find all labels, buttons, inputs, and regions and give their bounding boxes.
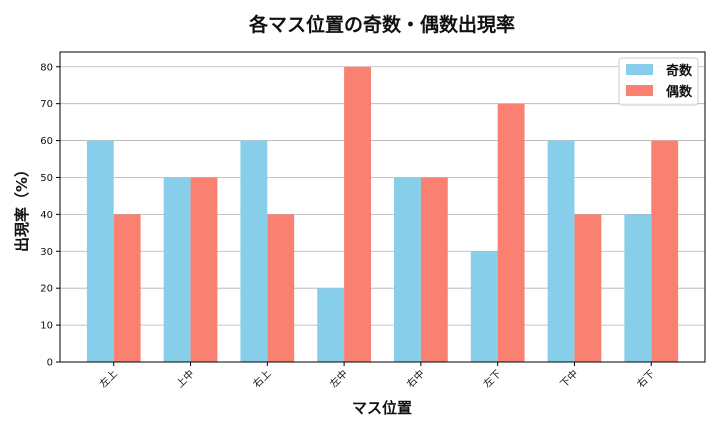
x-tick-label: 左上 [97,367,120,390]
bar-even [497,103,525,363]
bar-even [420,177,448,362]
y-axis: 0 10 20 30 40 50 60 70 80 [40,62,60,369]
bars [86,66,679,363]
y-tick-label: 10 [40,321,53,332]
x-tick-label: 上中 [173,367,196,390]
bar-odd [470,251,498,362]
bar-even [190,177,218,362]
bar-even [113,214,141,362]
bar-odd [394,177,421,362]
y-axis-label: 出現率（%） [13,162,31,252]
bar-odd [547,140,575,362]
bar-even [267,214,295,362]
bar-odd [240,140,268,362]
legend-label: 奇数 [666,63,693,79]
y-tick-label: 80 [40,62,53,73]
bar-even [344,66,371,362]
y-tick-label: 20 [40,284,53,295]
x-tick-label: 右中 [404,367,427,390]
bar-odd [86,140,114,362]
bar-odd [163,177,191,362]
plot-frame [59,51,706,363]
y-tick-label: 70 [40,99,53,110]
y-tick-label: 30 [40,247,53,258]
legend-swatch [626,64,653,75]
y-tick-label: 0 [47,358,53,369]
bar-even [574,214,602,362]
bar-even [651,140,679,362]
legend-label: 偶数 [666,84,693,100]
grid-lines [60,66,705,363]
x-tick-label: 下中 [557,367,580,390]
bar-odd [317,288,345,362]
y-tick-label: 60 [40,136,53,147]
x-tick-label: 左中 [327,367,350,390]
y-tick-label: 40 [40,210,53,221]
x-axis: 左上 上中 右上 左中 右中 左下 下中 右下 [97,362,657,390]
x-tick-label: 左下 [480,367,503,390]
x-tick-label: 右上 [250,367,273,390]
x-axis-label: マス位置 [352,399,412,417]
bar-odd [624,214,652,362]
chart-title: 各マス位置の奇数・偶数出現率 [248,13,515,36]
legend-swatch [626,85,653,96]
y-tick-label: 50 [40,173,53,184]
x-tick-label: 右下 [634,367,657,390]
